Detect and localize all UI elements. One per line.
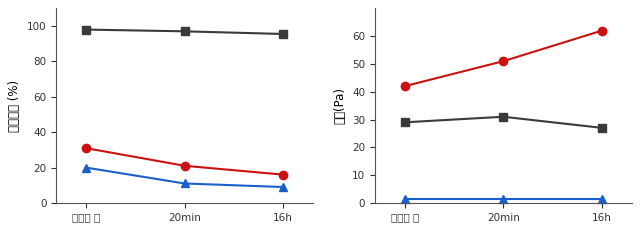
Y-axis label: 차압(Pa): 차압(Pa) bbox=[333, 87, 347, 124]
Y-axis label: 필터효율 (%): 필터효율 (%) bbox=[8, 79, 21, 132]
